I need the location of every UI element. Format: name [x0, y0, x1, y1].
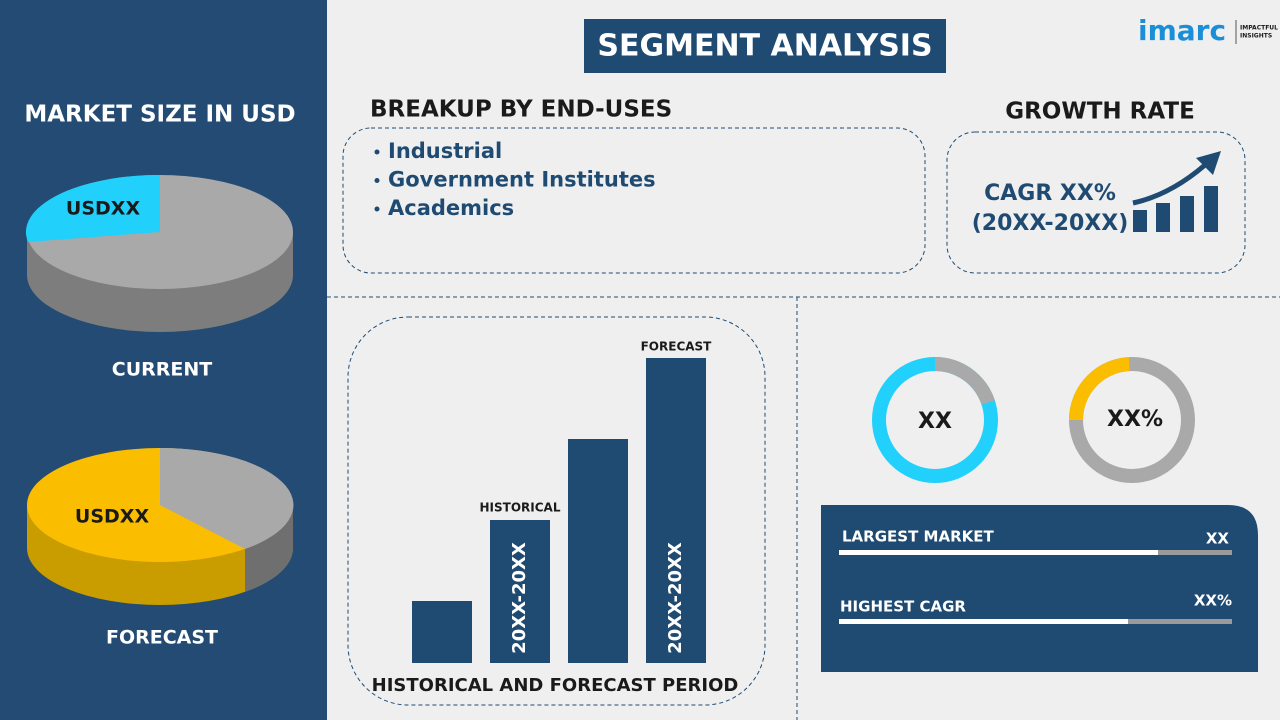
market-size-title: MARKET SIZE IN USD — [24, 102, 295, 128]
forecast-value: USDXX — [75, 506, 150, 528]
cagr: CAGR XX% — [984, 181, 1116, 206]
donut-label: XX% — [1107, 407, 1163, 432]
stats-box — [821, 505, 1258, 672]
donut — [872, 357, 998, 483]
current-value: USDXX — [66, 198, 141, 220]
stat-bar-rest — [1128, 619, 1232, 624]
breakup-item: Government Institutes — [388, 168, 656, 192]
stat-label: LARGEST MARKET — [842, 528, 994, 546]
donut-label: XX — [918, 409, 952, 434]
historical-label: HISTORICAL — [480, 501, 561, 515]
stat-value: XX — [1206, 530, 1230, 548]
historical-period: 20XX-20XX — [509, 542, 530, 654]
logo-tagline: IMPACTFUL — [1240, 25, 1278, 32]
breakup-title: BREAKUP BY END-USES — [370, 97, 672, 123]
breakup-item: Academics — [388, 196, 514, 220]
period-box — [347, 316, 766, 706]
bullet — [374, 178, 380, 183]
bullet — [374, 206, 380, 212]
title-box — [584, 19, 946, 73]
current-label: CURRENT — [112, 359, 213, 381]
growth-icon — [1132, 151, 1221, 232]
logo: imarc — [1138, 14, 1226, 47]
bullet — [374, 149, 380, 155]
stat-bar-rest — [1158, 550, 1232, 555]
logo-tagline: INSIGHTS — [1240, 33, 1272, 40]
stat-bar — [839, 619, 1128, 624]
period-title: HISTORICAL AND FORECAST PERIOD — [372, 675, 739, 696]
breakup-list: Industrial Government Institutes Academics — [374, 139, 656, 220]
forecast-pie — [27, 447, 294, 605]
growth-box — [946, 131, 1246, 274]
forecast-label: FORECAST — [106, 627, 218, 649]
forecast-label: FORECAST — [641, 340, 713, 354]
period-bars — [412, 358, 706, 663]
title: SEGMENT ANALYSIS — [597, 29, 932, 64]
current-pie — [25, 174, 293, 332]
stat-value: XX% — [1194, 592, 1232, 610]
cagr-period: (20XX-20XX) — [972, 211, 1129, 236]
stat-bar — [839, 550, 1158, 555]
stat-label: HIGHEST CAGR — [840, 598, 966, 616]
growth-title: GROWTH RATE — [1005, 99, 1195, 125]
donut — [1069, 357, 1195, 483]
breakup-box — [342, 127, 926, 274]
forecast-period: 20XX-20XX — [665, 542, 686, 654]
breakup-item: Industrial — [388, 139, 502, 163]
